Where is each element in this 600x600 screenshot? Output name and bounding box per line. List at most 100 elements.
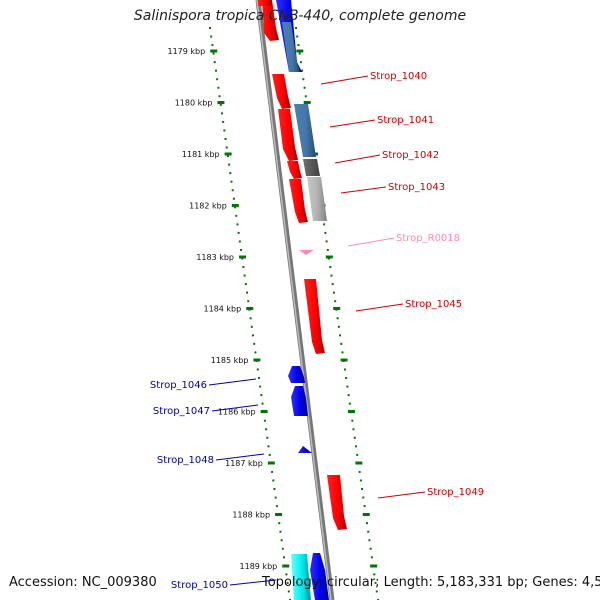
scale-dot xyxy=(223,129,226,132)
topology-text: Topology: circular; Length: 5,183,331 bp… xyxy=(262,575,600,590)
scale-dot xyxy=(285,573,288,576)
scale-dot xyxy=(304,95,307,98)
gene-forward-1049 xyxy=(327,475,347,530)
scale-dot xyxy=(220,112,223,115)
gene-labels-left: Strop_1046 Strop_1047 Strop_1048 Strop_1… xyxy=(150,380,228,591)
scale-dot xyxy=(235,214,238,217)
scale-dot xyxy=(341,351,344,354)
scale-dot xyxy=(260,394,263,397)
gene-label-strop-1042[interactable]: Strop_1042 xyxy=(382,150,439,161)
scale-tick-right xyxy=(303,101,311,104)
kbp-label: 1181 kbp xyxy=(182,150,220,159)
scale-dot xyxy=(334,300,337,303)
scale-tick-right xyxy=(340,358,348,362)
gene-forward-1041a xyxy=(278,109,298,161)
rna-R0018 xyxy=(299,250,314,255)
gene-label-strop-r0018[interactable]: Strop_R0018 xyxy=(396,233,460,244)
scale-dot xyxy=(323,223,326,226)
scale-dot xyxy=(234,206,237,209)
scale-dot xyxy=(279,530,282,533)
kbp-label: 1185 kbp xyxy=(211,356,249,365)
scale-dot xyxy=(261,402,264,405)
scale-dot xyxy=(246,291,249,294)
scale-dot xyxy=(218,95,221,98)
scale-tick-left xyxy=(253,358,261,362)
scale-dot xyxy=(226,155,229,158)
scale-dot xyxy=(302,78,305,81)
gene-label-strop-1049[interactable]: Strop_1049 xyxy=(427,487,484,498)
gene-label-strop-1050[interactable]: Strop_1050 xyxy=(171,580,228,591)
scale-dot xyxy=(351,419,354,422)
scale-dot xyxy=(346,385,349,388)
gene-label-strop-1047[interactable]: Strop_1047 xyxy=(153,406,210,417)
scale-dot xyxy=(373,573,376,576)
scale-tick-left xyxy=(217,101,225,104)
scale-dot xyxy=(243,274,246,277)
scale-dot xyxy=(225,146,228,149)
scale-dot xyxy=(353,436,356,439)
scale-dot xyxy=(365,522,368,525)
kbp-label: 1183 kbp xyxy=(196,253,234,262)
scale-dot xyxy=(209,27,211,29)
scale-tick-right xyxy=(333,307,341,310)
gene-label-strop-1041[interactable]: Strop_1041 xyxy=(377,115,434,126)
scale-tick-left xyxy=(275,513,283,516)
scale-tick-left xyxy=(246,307,254,310)
scale-dot xyxy=(217,86,220,89)
scale-dot xyxy=(259,385,262,388)
scale-dot xyxy=(268,453,271,456)
scale-dot xyxy=(324,231,327,234)
scale-dot xyxy=(250,325,253,328)
scale-dot xyxy=(251,334,254,337)
genome-backbone xyxy=(255,0,335,600)
forward-genes xyxy=(258,0,347,530)
scale-tick-right xyxy=(355,461,363,465)
scale-dot xyxy=(330,274,333,277)
scale-dot xyxy=(263,419,266,422)
scale-dot xyxy=(374,581,377,584)
scale-dot xyxy=(368,539,371,542)
gene-forward-1045 xyxy=(304,279,325,354)
scale-dot xyxy=(214,69,217,72)
gene-forward-1041b xyxy=(287,161,302,179)
gene-label-strop-1040[interactable]: Strop_1040 xyxy=(370,71,427,82)
scale-dot xyxy=(286,581,289,584)
kbp-labels: 1179 kbp 1180 kbp 1181 kbp 1182 kbp 1183 kbp… xyxy=(168,47,278,571)
scale-dot xyxy=(336,317,339,320)
scale-dot xyxy=(216,78,219,81)
kbp-label: 1186 kbp xyxy=(218,408,256,417)
genome-backbone-highlight xyxy=(256,0,332,600)
scale-dot xyxy=(247,300,250,303)
gene-gray-1043 xyxy=(307,177,327,221)
gene-label-strop-1048[interactable]: Strop_1048 xyxy=(157,455,214,466)
scale-dot xyxy=(273,488,276,491)
gene-steel-top xyxy=(282,22,300,72)
scale-dot xyxy=(340,342,343,345)
scale-dot xyxy=(297,44,300,47)
gene-forward-0 xyxy=(258,0,272,6)
scale-tick-right xyxy=(347,410,355,413)
scale-dot xyxy=(232,197,235,200)
scale-dot xyxy=(281,547,284,550)
scale-dot xyxy=(222,120,225,123)
scale-dot xyxy=(363,505,366,508)
scale-dot xyxy=(229,172,232,175)
scale-dot xyxy=(241,257,244,260)
scale-dot xyxy=(343,368,346,371)
gene-label-strop-1046[interactable]: Strop_1046 xyxy=(150,380,207,391)
scale-dot xyxy=(301,69,304,72)
scale-dot xyxy=(375,590,378,593)
gene-label-strop-1043[interactable]: Strop_1043 xyxy=(388,182,445,193)
scale-dot xyxy=(325,240,328,243)
scale-dot xyxy=(331,283,334,286)
reverse-genes xyxy=(276,0,329,600)
scale-dot xyxy=(295,27,297,29)
scale-dot xyxy=(328,257,331,260)
scale-dot xyxy=(253,342,256,345)
scale-dot xyxy=(299,61,302,64)
scale-dot xyxy=(244,283,247,286)
gene-label-strop-1045[interactable]: Strop_1045 xyxy=(405,299,462,310)
scale-dot xyxy=(345,377,348,380)
scale-dot xyxy=(361,488,364,491)
